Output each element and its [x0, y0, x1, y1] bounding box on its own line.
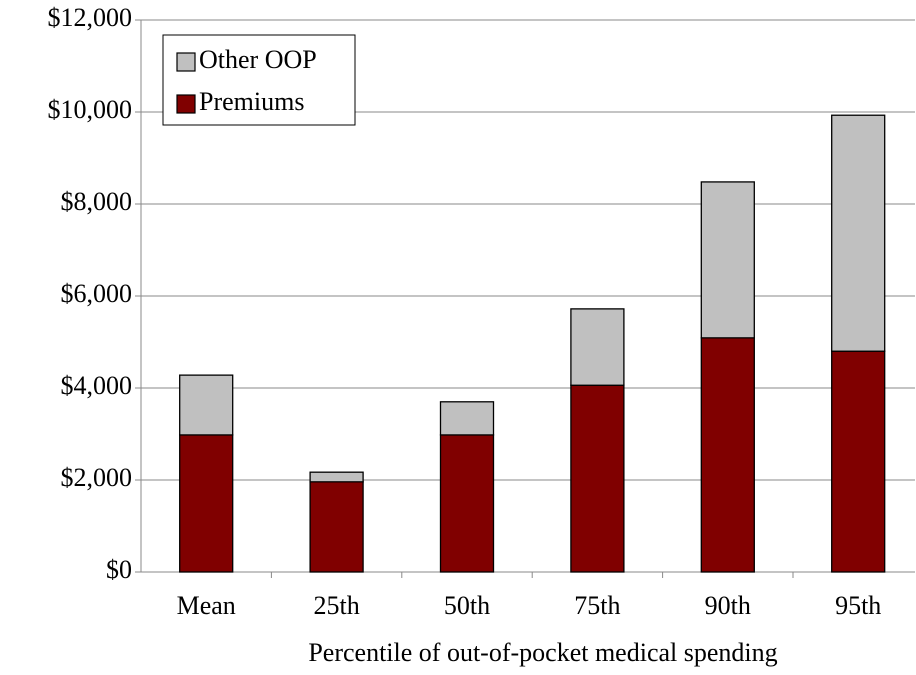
bar-segment [179, 374, 234, 436]
bar-segment [570, 384, 625, 573]
legend-swatch [176, 94, 196, 114]
x-tick-label: 95th [835, 591, 881, 620]
bar-segment [309, 481, 364, 573]
y-tick-label: $0 [106, 555, 132, 584]
bar-segment [570, 308, 625, 386]
bar-segment [700, 181, 755, 339]
bar-segment [831, 350, 886, 573]
y-tick-label: $12,000 [48, 3, 133, 32]
x-axis-title: Percentile of out-of-pocket medical spen… [308, 638, 777, 667]
x-tick-label: 75th [574, 591, 620, 620]
legend-label: Premiums [199, 87, 304, 116]
y-tick-label: $6,000 [61, 279, 133, 308]
bar-segment [831, 114, 886, 352]
legend-swatch [176, 52, 196, 72]
legend-label: Other OOP [199, 45, 317, 74]
y-tick-label: $8,000 [61, 187, 133, 216]
bar-segment [439, 401, 495, 436]
y-tick-label: $10,000 [48, 95, 133, 124]
x-tick-label: Mean [177, 591, 236, 620]
bar-segment [179, 434, 234, 573]
x-tick-label: 90th [705, 591, 751, 620]
y-tick-label: $2,000 [61, 463, 133, 492]
x-tick-label: 25th [313, 591, 359, 620]
bar-segment [700, 337, 755, 573]
bar-segment [439, 434, 495, 573]
bar-segment [309, 471, 364, 483]
x-tick-label: 50th [444, 591, 490, 620]
y-tick-label: $4,000 [61, 371, 133, 400]
